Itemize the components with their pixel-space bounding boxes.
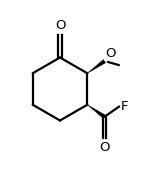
Text: O: O [99, 141, 110, 154]
Polygon shape [87, 105, 106, 118]
Text: F: F [120, 100, 128, 113]
Polygon shape [87, 60, 106, 73]
Text: O: O [105, 47, 116, 60]
Text: O: O [55, 19, 65, 32]
